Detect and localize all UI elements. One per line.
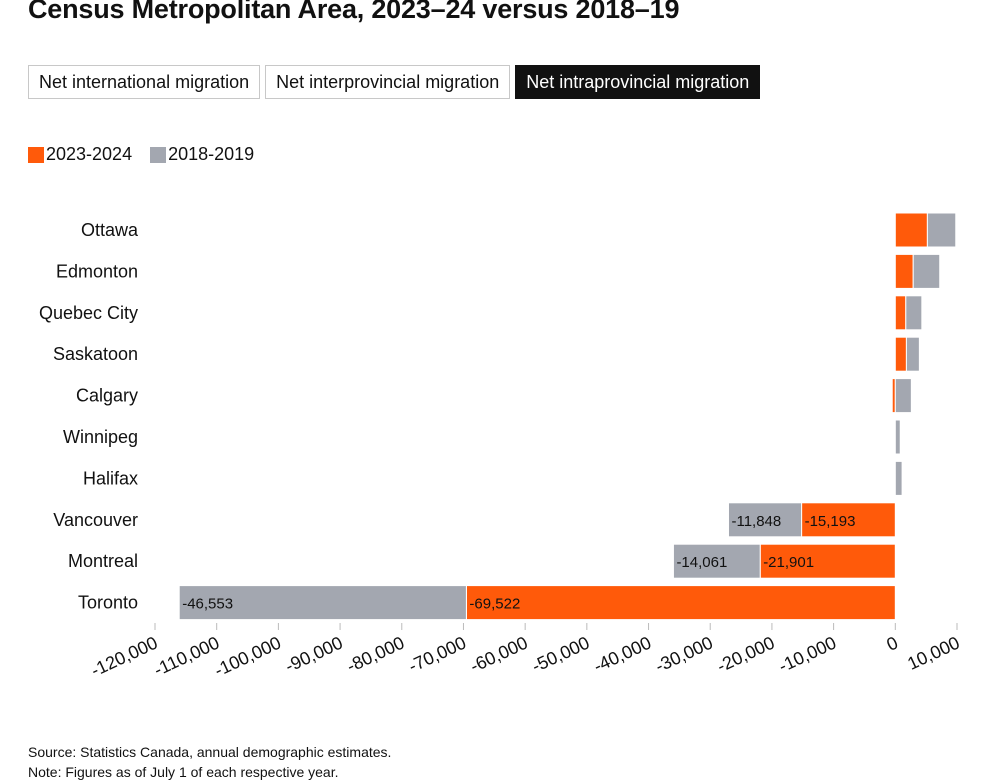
x-tick-label-2: -100,000 xyxy=(211,632,284,680)
x-tick-label-12: 0 xyxy=(883,632,901,654)
tab-net-international-migration[interactable]: Net international migration xyxy=(28,65,261,99)
x-tick-label-0: -120,000 xyxy=(88,632,161,680)
source-note: Source: Statistics Canada, annual demogr… xyxy=(28,744,392,760)
bar-calgary-2018-2019 xyxy=(894,378,912,414)
legend-swatch-2018-2019 xyxy=(150,146,167,163)
legend-label-2023-2024: 2023-2024 xyxy=(46,144,133,164)
tab-net-intraprovincial-migration[interactable]: Net intraprovincial migration xyxy=(515,65,761,99)
bar-ottawa-2018-2019 xyxy=(926,212,957,248)
bar-vancouver-2023-2024 xyxy=(801,502,896,538)
bar-quebec-city-2023-2024 xyxy=(894,295,907,331)
category-label-edmonton: Edmonton xyxy=(56,261,138,281)
migration-bar-chart: Ottawa Edmonton Quebec City Saskatoon Calgar… xyxy=(39,212,963,681)
bar-saskatoon-2023-2024 xyxy=(894,336,907,372)
x-tick-label-13: 10,000 xyxy=(904,632,962,673)
bar-halifax-2018-2019 xyxy=(894,460,903,496)
category-label-montreal: Montreal xyxy=(68,551,138,571)
category-label-toronto: Toronto xyxy=(78,593,138,613)
category-label-quebec-city: Quebec City xyxy=(39,303,138,323)
migration-type-tabs: Net international migration Net interpro… xyxy=(28,65,761,99)
category-label-calgary: Calgary xyxy=(76,386,138,406)
category-label-winnipeg: Winnipeg xyxy=(63,427,138,447)
category-label-vancouver: Vancouver xyxy=(53,510,138,530)
x-tick-label-8: -40,000 xyxy=(590,632,654,676)
chart-title: Census Metropolitan Area, 2023–24 versus… xyxy=(28,0,680,24)
data-label-montreal-2023-2024: -21,901 xyxy=(763,554,814,571)
x-tick-label-9: -30,000 xyxy=(652,632,716,676)
category-label-halifax: Halifax xyxy=(83,468,138,488)
bar-edmonton-2018-2019 xyxy=(912,253,941,289)
legend-swatch-2023-2024 xyxy=(28,146,44,163)
x-tick-label-3: -90,000 xyxy=(282,632,346,676)
data-label-vancouver-2023-2024: -15,193 xyxy=(805,513,856,530)
x-tick-label-5: -70,000 xyxy=(405,632,469,676)
data-label-toronto-2018-2019: -46,553 xyxy=(182,596,233,613)
x-tick-label-4: -80,000 xyxy=(344,632,408,676)
x-tick-label-11: -10,000 xyxy=(776,632,840,676)
figures-note: Note: Figures as of July 1 of each respe… xyxy=(28,764,339,780)
bar-montreal-2018-2019 xyxy=(672,543,761,579)
bar-ottawa-2023-2024 xyxy=(894,212,928,248)
bar-edmonton-2023-2024 xyxy=(894,253,914,289)
bar-montreal-2023-2024 xyxy=(759,543,896,579)
legend-item-2023-2024: 2023-2024 xyxy=(28,144,132,165)
bar-toronto-2023-2024 xyxy=(465,585,896,621)
legend-item-2018-2019: 2018-2019 xyxy=(150,144,254,165)
bar-winnipeg-2018-2019 xyxy=(894,419,901,455)
category-label-saskatoon: Saskatoon xyxy=(53,344,138,364)
bar-saskatoon-2018-2019 xyxy=(905,336,920,372)
footnotes: Source: Statistics Canada, annual demogr… xyxy=(28,742,391,782)
bar-quebec-city-2018-2019 xyxy=(905,295,923,331)
data-label-vancouver-2018-2019: -11,848 xyxy=(731,513,781,530)
bar-toronto-2018-2019 xyxy=(178,585,467,621)
category-label-ottawa: Ottawa xyxy=(81,220,139,240)
chart-legend: 2023-2024 2018-2019 xyxy=(28,144,254,165)
x-tick-label-6: -60,000 xyxy=(467,632,531,676)
x-tick-label-7: -50,000 xyxy=(529,632,593,676)
x-tick-label-1: -110,000 xyxy=(151,632,223,680)
legend-label-2018-2019: 2018-2019 xyxy=(168,144,255,164)
data-label-montreal-2018-2019: -14,061 xyxy=(676,554,727,571)
x-tick-label-10: -20,000 xyxy=(714,632,778,676)
bar-vancouver-2018-2019 xyxy=(727,502,803,538)
tab-net-interprovincial-migration[interactable]: Net interprovincial migration xyxy=(265,65,511,99)
data-label-toronto-2023-2024: -69,522 xyxy=(469,596,520,613)
